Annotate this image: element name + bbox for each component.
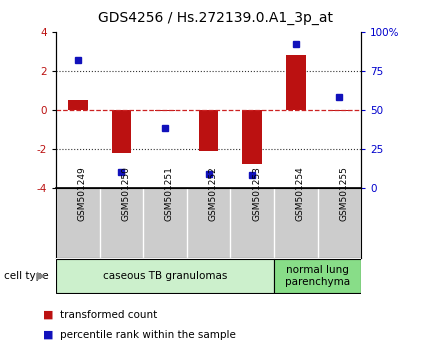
Text: percentile rank within the sample: percentile rank within the sample xyxy=(60,330,236,339)
Text: ■: ■ xyxy=(43,330,53,339)
Text: transformed count: transformed count xyxy=(60,310,157,320)
Text: GDS4256 / Hs.272139.0.A1_3p_at: GDS4256 / Hs.272139.0.A1_3p_at xyxy=(98,11,332,25)
Bar xyxy=(155,110,175,111)
Bar xyxy=(56,259,274,293)
Text: caseous TB granulomas: caseous TB granulomas xyxy=(103,271,227,281)
Text: GSM501251: GSM501251 xyxy=(165,166,174,221)
Text: GSM501252: GSM501252 xyxy=(209,166,218,221)
Text: ▶: ▶ xyxy=(37,271,45,281)
Bar xyxy=(286,55,306,110)
Text: GSM501255: GSM501255 xyxy=(339,166,348,221)
Bar xyxy=(243,110,262,164)
Bar xyxy=(111,110,131,153)
Bar xyxy=(274,259,361,293)
Text: GSM501253: GSM501253 xyxy=(252,166,261,221)
Text: cell type: cell type xyxy=(4,271,49,281)
Text: normal lung
parenchyma: normal lung parenchyma xyxy=(285,265,350,287)
Text: ■: ■ xyxy=(43,310,53,320)
Bar xyxy=(68,100,88,110)
Bar xyxy=(199,110,218,151)
Text: GSM501250: GSM501250 xyxy=(121,166,130,221)
Text: GSM501249: GSM501249 xyxy=(78,166,87,221)
Text: GSM501254: GSM501254 xyxy=(296,166,305,221)
Bar xyxy=(329,110,349,111)
